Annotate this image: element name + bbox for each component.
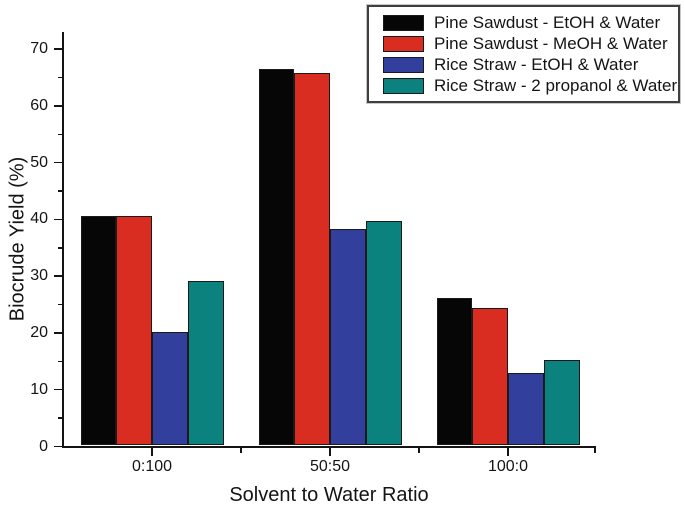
- y-major-tick: [54, 161, 62, 164]
- bar: [116, 216, 152, 446]
- bar: [543, 359, 580, 446]
- x-boundary-tick: [418, 447, 420, 453]
- x-major-tick: [329, 447, 331, 456]
- x-tick-label: 0:100: [131, 457, 173, 475]
- y-tick-label: 70: [30, 40, 48, 58]
- y-axis-title: Biocrude Yield (%): [6, 156, 29, 322]
- bar: [365, 220, 402, 446]
- legend: Pine Sawdust - EtOH & Water Pine Sawdust …: [366, 4, 681, 104]
- y-tick-label: 30: [30, 267, 48, 285]
- legend-swatch: [383, 56, 424, 73]
- legend-label: Pine Sawdust - EtOH & Water: [434, 13, 661, 32]
- bar: [508, 372, 544, 446]
- y-major-tick: [54, 388, 62, 391]
- y-axis-line: [62, 32, 64, 448]
- legend-swatch: [383, 35, 424, 52]
- bar: [436, 297, 473, 446]
- y-major-tick: [54, 275, 62, 277]
- bar: [330, 229, 366, 446]
- x-major-tick: [151, 447, 153, 456]
- legend-row: Pine Sawdust - EtOH & Water: [383, 12, 678, 33]
- y-minor-tick: [57, 303, 62, 306]
- legend-swatch: [383, 77, 424, 94]
- x-boundary-tick: [240, 447, 242, 453]
- x-axis-line: [62, 445, 596, 448]
- y-tick-label: 40: [30, 210, 48, 228]
- legend-label: Pine Sawdust - MeOH & Water: [434, 34, 668, 53]
- y-minor-tick: [57, 360, 62, 363]
- y-major-tick: [54, 445, 62, 448]
- x-axis-title: Solvent to Water Ratio: [229, 484, 429, 506]
- y-tick-label: 60: [30, 96, 48, 114]
- bar: [258, 69, 295, 446]
- y-tick-label: 20: [30, 323, 48, 341]
- legend-row: Rice Straw - 2 propanol & Water: [383, 75, 678, 96]
- legend-swatch: [383, 14, 424, 31]
- y-minor-tick: [57, 76, 62, 79]
- legend-label: Rice Straw - 2 propanol & Water: [434, 76, 678, 95]
- y-minor-tick: [57, 247, 62, 249]
- y-major-tick: [54, 48, 62, 50]
- y-tick-label: 10: [30, 380, 48, 398]
- legend-row: Rice Straw - EtOH & Water: [383, 54, 678, 75]
- y-minor-tick: [57, 190, 62, 192]
- x-major-tick: [507, 447, 509, 456]
- y-minor-tick: [57, 417, 62, 419]
- x-tick-label: 50:50: [309, 457, 351, 475]
- bar: [472, 308, 508, 446]
- y-tick-label: 0: [39, 437, 48, 455]
- bar: [152, 331, 188, 446]
- y-major-tick: [54, 218, 62, 221]
- bar: [80, 216, 117, 446]
- y-major-tick: [54, 332, 62, 334]
- legend-label: Rice Straw - EtOH & Water: [434, 55, 639, 74]
- y-tick-label: 50: [30, 153, 48, 171]
- bar: [294, 72, 330, 446]
- y-major-tick: [54, 105, 62, 107]
- bar: [187, 280, 224, 446]
- y-minor-tick: [57, 133, 62, 136]
- legend-row: Pine Sawdust - MeOH & Water: [383, 33, 678, 54]
- x-tick-label: 100:0: [487, 457, 529, 475]
- x-boundary-tick: [594, 447, 596, 453]
